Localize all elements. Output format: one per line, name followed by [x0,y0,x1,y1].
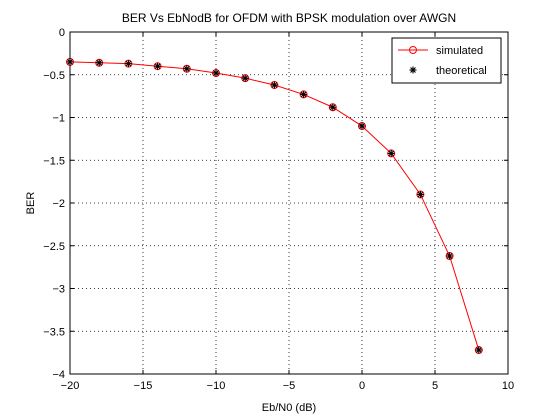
chart-title: BER Vs EbNodB for OFDM with BPSK modulat… [122,11,456,25]
legend-theoretical-marker [409,66,417,74]
y-tick-label: −2.5 [43,241,65,253]
series-theoretical [66,58,483,354]
y-tick-label: 0 [59,27,65,39]
legend-theoretical-label: theoretical [436,65,487,77]
legend-box [391,37,502,84]
x-tick-label: −10 [207,380,226,392]
theoretical-point [241,74,249,82]
theoretical-point [329,103,337,111]
legend-simulated-label: simulated [436,45,483,57]
y-tick-label: −3.5 [43,326,65,338]
theoretical-point [358,122,366,130]
theoretical-point [154,62,162,70]
y-axis-label: BER [25,192,37,215]
theoretical-point [183,65,191,73]
tick-labels: −20 −15 −10 −5 0 5 10 0 −0.5 −1 −1.5 −2 −2.5 −3 −3.5 −4 [43,27,514,392]
y-tick-label: −3 [52,284,65,296]
y-tick-label: −0.5 [43,70,65,82]
theoretical-point [124,60,132,68]
x-tick-label: 5 [432,380,438,392]
theoretical-point [446,252,454,260]
x-axis-label: Eb/N0 (dB) [262,402,316,414]
y-tick-label: −1.5 [43,155,65,167]
legend-asterisk [409,66,417,74]
y-tick-label: −1 [52,113,65,125]
x-tick-label: −15 [134,380,153,392]
theoretical-point [300,90,308,98]
series-layer [66,57,483,355]
legend: simulated theoretical [391,37,502,84]
y-tick-label: −2 [52,198,65,210]
legend-simulated-marker [409,46,417,54]
grid [70,32,508,374]
y-tick-label: −4 [52,369,65,381]
theoretical-point [387,149,395,157]
plot-frame [69,31,509,375]
x-tick-label: −20 [61,380,80,392]
theoretical-point [212,69,220,77]
x-tick-label: 0 [359,380,365,392]
x-tick-label: −5 [283,380,296,392]
theoretical-point [95,59,103,67]
x-tick-label: 10 [502,380,514,392]
theoretical-point [416,190,424,198]
theoretical-point [270,81,278,89]
theoretical-point [475,346,483,354]
